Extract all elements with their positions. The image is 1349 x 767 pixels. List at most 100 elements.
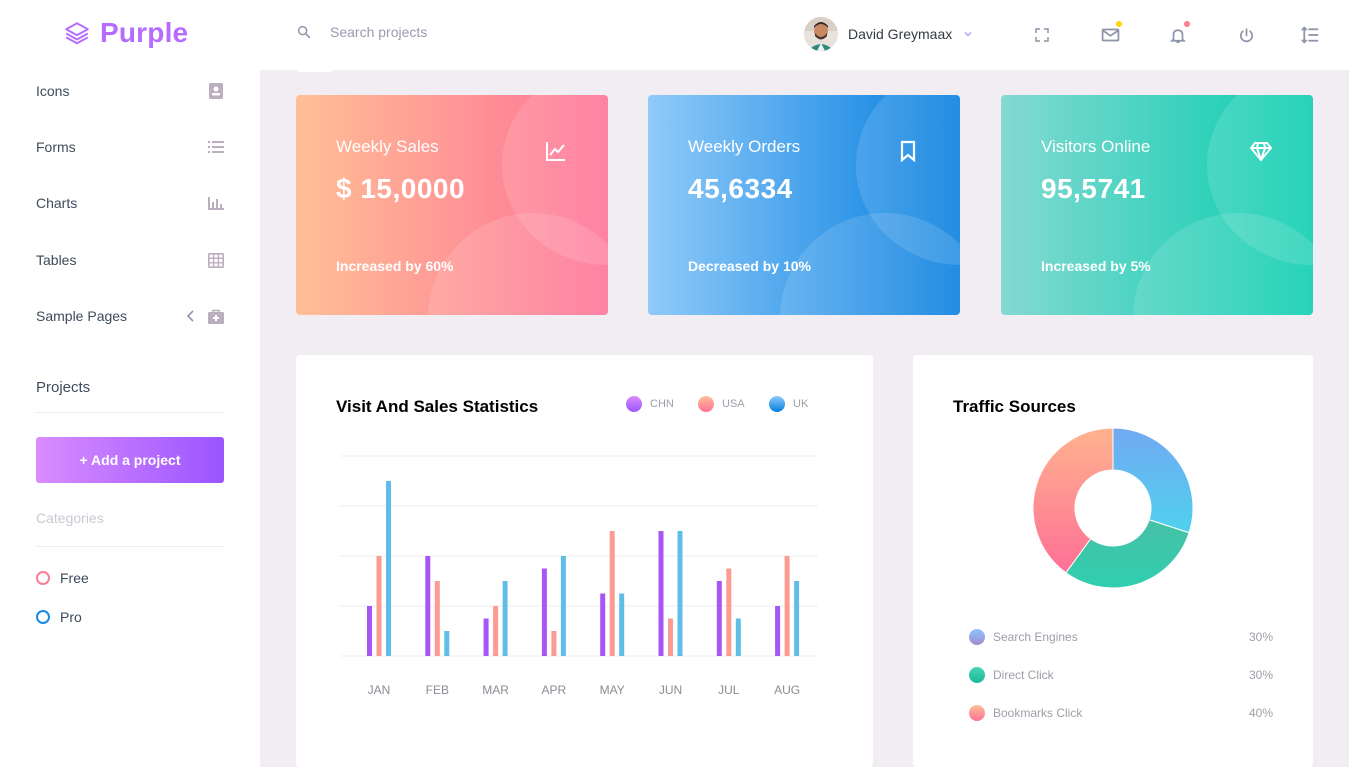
chevron-left-icon (186, 310, 194, 322)
search-icon (297, 25, 311, 39)
projects-title: Projects (36, 379, 91, 396)
stat-title: Weekly Sales (336, 137, 439, 156)
stat-value: 45,6334 (688, 173, 793, 204)
stat-value: $ 15,0000 (336, 173, 466, 204)
sidebar-toggle-button[interactable] (1299, 24, 1321, 46)
sidebar-item-label: Tables (36, 252, 77, 268)
bar-uk-apr (560, 556, 566, 656)
traffic-sources-title: Traffic Sources (953, 397, 1076, 416)
category-label: Free (60, 570, 89, 586)
stat-footnote: Increased by 60% (336, 258, 454, 274)
x-tick-label: MAR (482, 683, 509, 697)
traffic-label: Direct Click (993, 668, 1054, 682)
mail-icon (1101, 28, 1119, 42)
fullscreen-icon (1035, 28, 1049, 42)
medical-bag-icon (208, 309, 224, 324)
sidebar-item-icons[interactable]: Icons (36, 79, 224, 103)
category-free[interactable]: Free (36, 570, 89, 586)
layers-icon (65, 22, 89, 45)
bar-usa-aug (784, 556, 790, 656)
slice-direct-click (1065, 519, 1190, 589)
sidebar-item-charts[interactable]: Charts (36, 191, 224, 215)
x-tick-label: JUN (659, 683, 682, 697)
fullscreen-button[interactable] (1031, 24, 1053, 46)
sidebar: Icons Forms Charts Tables (0, 70, 260, 767)
traffic-row-direct-click: Direct Click 30% (969, 667, 1273, 683)
stat-footnote: Decreased by 10% (688, 258, 811, 274)
notifications-button[interactable] (1167, 21, 1190, 46)
legend-dot (626, 396, 642, 412)
stat-footnote: Increased by 5% (1041, 258, 1151, 274)
bar-chart-icon (208, 197, 224, 210)
bar-chn-jun (658, 531, 664, 656)
bar-usa-jan (376, 556, 382, 656)
divider (36, 412, 224, 413)
bar-uk-mar (502, 581, 508, 656)
chevron-down-icon (964, 32, 972, 37)
traffic-value: 30% (1248, 630, 1273, 644)
sidebar-item-label: Forms (36, 139, 76, 155)
legend-item-uk: UK (769, 396, 808, 412)
bar-uk-feb (444, 631, 450, 656)
sidebar-item-tables[interactable]: Tables (36, 248, 224, 272)
bar-uk-jul (735, 618, 741, 656)
brand-logo[interactable]: Purple (64, 17, 188, 49)
category-pro[interactable]: Pro (36, 609, 82, 625)
bar-uk-jun (677, 531, 683, 656)
logout-button[interactable] (1235, 24, 1257, 46)
legend-dot (698, 396, 714, 412)
x-tick-label: FEB (426, 683, 449, 697)
traffic-dot (969, 667, 985, 683)
top-navbar: Purple David Greymaax (0, 0, 1349, 70)
traffic-label: Bookmarks Click (993, 706, 1083, 720)
category-label: Pro (60, 609, 82, 625)
bar-chn-jul (716, 581, 722, 656)
weekly-sales-card: Weekly Sales $ 15,0000 Increased by 60% (296, 95, 608, 315)
avatar (804, 17, 838, 51)
add-project-button[interactable]: + Add a project (36, 437, 224, 483)
sidebar-item-label: Icons (36, 83, 70, 99)
circle-outline-icon (36, 571, 50, 585)
traffic-label: Search Engines (993, 630, 1078, 644)
search-bar (296, 24, 570, 40)
table-icon (208, 252, 224, 268)
bar-chn-may (600, 593, 606, 656)
sidebar-item-forms[interactable]: Forms (36, 135, 224, 159)
bar-chn-mar (483, 618, 489, 656)
x-tick-label: AUG (774, 683, 800, 697)
bar-usa-mar (493, 606, 499, 656)
slice-search-engines (1112, 427, 1194, 534)
traffic-row-bookmarks-click: Bookmarks Click 40% (969, 705, 1273, 721)
search-input[interactable] (330, 24, 570, 40)
legend-label: UK (793, 398, 809, 410)
slice-bookmarks-click (1032, 427, 1114, 574)
profile-dropdown[interactable]: David Greymaax (804, 17, 974, 51)
x-tick-label: APR (542, 683, 567, 697)
visit-sales-panel (296, 355, 873, 767)
sidebar-item-label: Sample Pages (36, 308, 128, 324)
stat-title: Weekly Orders (688, 137, 801, 156)
weekly-orders-card: Weekly Orders 45,6334 Decreased by 10% (648, 95, 960, 315)
legend-item-usa: USA (698, 396, 745, 412)
bar-uk-aug (794, 581, 800, 656)
traffic-dot (969, 705, 985, 721)
visit-sales-title: Visit And Sales Statistics (336, 397, 539, 416)
diamond-icon (1250, 142, 1272, 161)
bar-usa-jul (726, 568, 732, 656)
x-tick-label: JUL (718, 683, 740, 697)
bar-usa-apr (551, 631, 557, 656)
messages-button[interactable] (1099, 21, 1122, 46)
bar-usa-may (609, 531, 615, 656)
bar-uk-may (619, 593, 625, 656)
bell-icon (1170, 28, 1186, 43)
circle-outline-icon (36, 610, 50, 624)
bar-usa-jun (668, 618, 673, 656)
chart-line-icon (546, 142, 565, 161)
sidebar-item-sample-pages[interactable]: Sample Pages (36, 304, 224, 328)
legend-label: USA (722, 398, 745, 410)
bar-usa-feb (434, 581, 440, 656)
contacts-icon (209, 83, 223, 99)
divider (36, 546, 224, 547)
list-icon (208, 141, 224, 153)
x-tick-label: MAY (600, 683, 625, 697)
